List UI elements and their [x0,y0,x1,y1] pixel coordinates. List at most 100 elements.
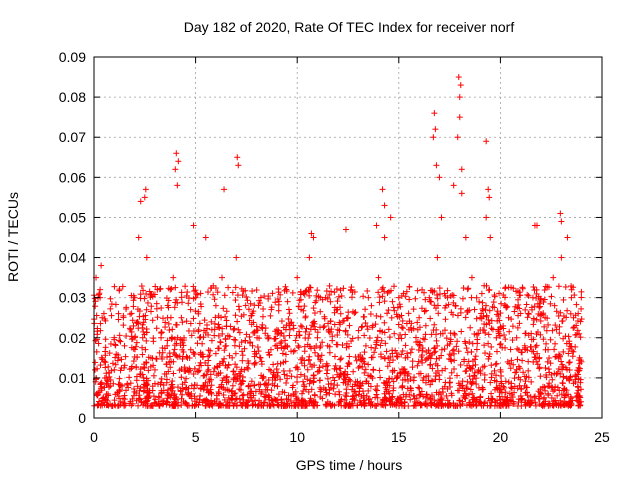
data-point [173,296,180,303]
data-point [476,298,483,305]
data-point [408,346,415,353]
data-point [306,331,313,338]
data-point [95,401,102,408]
data-point [186,365,193,372]
data-point [525,292,532,299]
data-point [386,359,393,366]
data-point [364,287,371,294]
data-point [495,326,502,333]
data-point [197,290,204,297]
data-point [288,373,295,380]
data-point [578,294,585,301]
data-point [317,377,324,384]
data-point [432,126,439,133]
data-point [574,317,581,324]
data-point [536,304,543,311]
data-point [560,374,567,381]
data-point [105,392,112,399]
data-point [418,388,425,395]
data-point [205,366,212,373]
data-point [429,289,436,296]
data-point [139,371,146,378]
data-point [333,341,340,348]
data-point [233,402,240,409]
data-point [343,340,350,347]
data-point [205,347,212,354]
data-point [278,329,285,336]
y-tick-label: 0.08 [59,89,86,105]
data-point [542,365,549,372]
data-point [433,337,440,344]
data-point [122,353,129,360]
data-point [297,322,304,329]
data-point [389,368,396,375]
data-point [343,393,350,400]
data-point [314,287,321,294]
data-point [462,340,469,347]
data-point [232,350,239,357]
data-point [570,348,577,355]
data-point [558,254,565,261]
data-point [238,366,245,373]
data-point [147,308,154,315]
data-point [538,402,545,409]
data-point [120,322,127,329]
data-point [299,390,306,397]
data-point [321,323,328,330]
data-point [382,340,389,347]
data-point [178,402,185,409]
data-point [557,210,564,217]
data-point [463,384,470,391]
data-point [112,301,119,308]
data-point [436,291,443,298]
data-point [450,182,457,189]
data-point [502,389,509,396]
data-point [160,382,167,389]
data-point [341,317,348,324]
data-point [423,348,430,355]
data-point [222,336,229,343]
data-point [135,402,142,409]
data-point [221,347,228,354]
data-point [191,365,198,372]
data-point [434,342,441,349]
data-point [485,340,492,347]
data-point [254,344,261,351]
data-point [338,293,345,300]
data-point [533,290,540,297]
data-point [153,305,160,312]
data-point [324,342,331,349]
data-point [324,375,331,382]
data-point [169,383,176,390]
data-point [261,393,268,400]
data-point [524,314,531,321]
data-point [245,365,252,372]
data-point [457,82,464,89]
data-point [143,381,150,388]
data-point [422,379,429,386]
data-point [508,316,515,323]
data-point [261,399,268,406]
data-point [428,298,435,305]
data-point [200,334,207,341]
data-point [116,337,123,344]
data-point [419,286,426,293]
data-point [558,218,565,225]
data-point [399,325,406,332]
data-point [515,312,522,319]
data-point [487,379,494,386]
data-point [286,326,293,333]
data-points [91,74,585,409]
data-point [311,375,318,382]
data-point [158,390,165,397]
data-point [331,365,338,372]
data-point [391,330,398,337]
data-point [185,300,192,307]
data-point [183,318,190,325]
data-point [489,303,496,310]
data-point [121,342,128,349]
data-point [222,313,229,320]
data-point [205,331,212,338]
data-point [531,354,538,361]
data-point [141,194,148,201]
